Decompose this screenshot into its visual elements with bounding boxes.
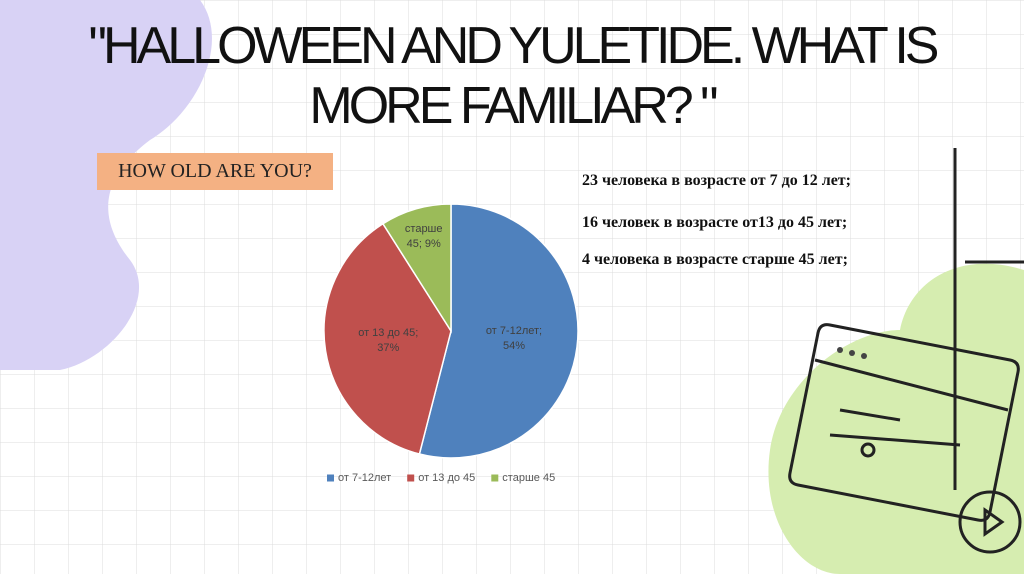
legend-swatch — [407, 474, 415, 482]
slide-title: "HALLOWEEN AND YULETIDE. WHAT IS MORE FA… — [88, 17, 940, 135]
subtitle: HOW OLD ARE YOU? — [97, 153, 333, 190]
pie-slice — [418, 203, 579, 459]
data-label: старше 45; 9% — [404, 223, 443, 251]
note: 23 человека в возрасте от 7 до 12 лет; — [582, 172, 851, 189]
legend-label: старше 45 — [502, 472, 555, 484]
legend-swatch — [327, 474, 334, 482]
legend-label: от 7-12лет — [338, 472, 391, 484]
note: 16 человек в возрасте от13 до 45 лет; — [582, 214, 848, 231]
data-label: от 13 до 45; 37% — [358, 326, 419, 354]
legend-label: от 13 до 45 — [418, 472, 475, 484]
note: 4 человека в возрасте старше 45 лет; — [582, 251, 848, 268]
dots — [837, 347, 867, 359]
legend-swatch — [491, 474, 499, 482]
data-label: от 7-12лет; 54% — [485, 324, 543, 352]
pie-slice — [381, 203, 452, 334]
decoration — [788, 148, 1024, 554]
